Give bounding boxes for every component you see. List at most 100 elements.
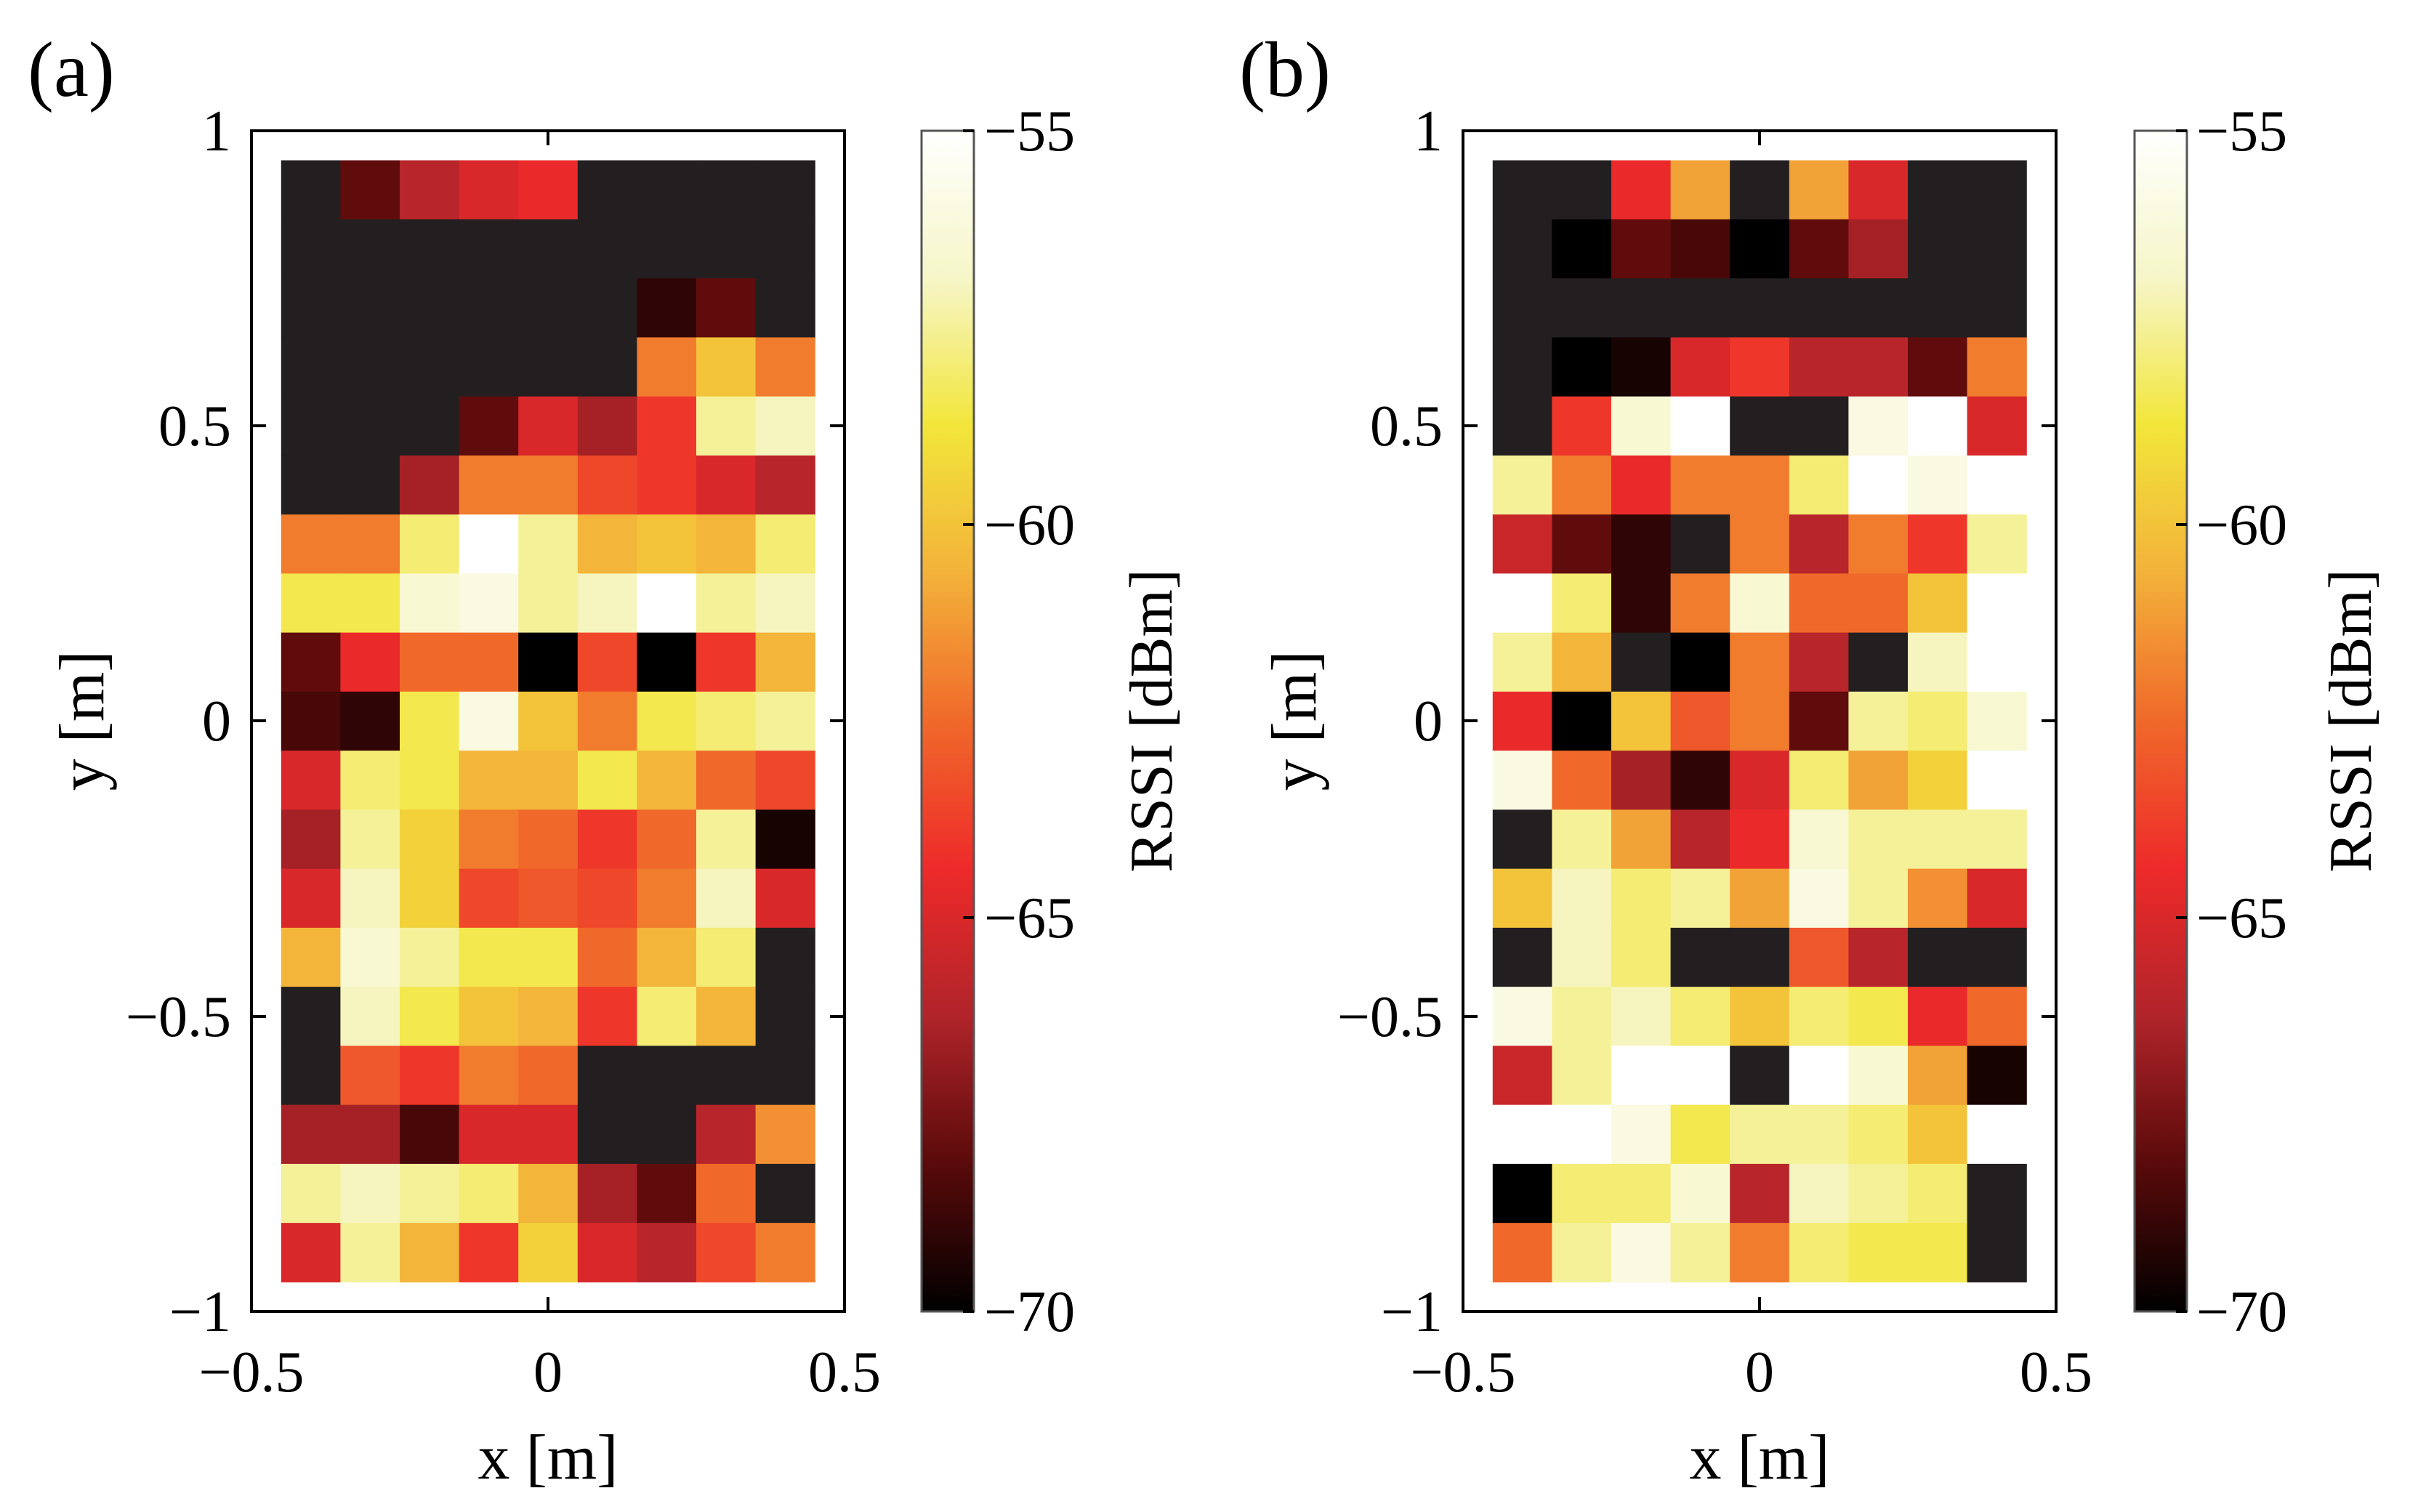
heatmap-cell (696, 927, 757, 987)
heatmap-cell (1848, 278, 1909, 338)
heatmap-cell (340, 868, 400, 929)
heatmap-cell (518, 337, 579, 397)
heatmap-cell (1967, 514, 2027, 574)
heatmap-cell (340, 278, 400, 338)
heatmap-cell (637, 1104, 697, 1165)
heatmap-cell (518, 1223, 579, 1282)
heatmap-cell (577, 987, 637, 1046)
heatmap-cell (1967, 337, 2027, 397)
heatmap-cell (400, 927, 460, 987)
heatmap-cell (755, 278, 815, 338)
heatmap-cell (1552, 573, 1612, 634)
heatmap-cell (1789, 1223, 1849, 1282)
heatmap-cell (1611, 337, 1672, 397)
colorbar-tick-label: −70 (984, 1280, 1075, 1344)
heatmap-cell (1789, 573, 1849, 634)
heatmap-cell (1492, 1163, 1552, 1224)
heatmap-cell (1552, 809, 1612, 870)
heatmap-cell (281, 219, 341, 279)
heatmap-cell (577, 809, 637, 870)
heatmap-cell (1670, 1104, 1730, 1165)
heatmap-cell (459, 396, 519, 456)
heatmap-cell (696, 337, 757, 397)
heatmap-cell (1552, 927, 1612, 987)
panel-b-colorbar-ticks (2176, 129, 2187, 1313)
heatmap-cell (637, 927, 697, 987)
panel-b-y-axis-label: y [m] (1260, 650, 1330, 791)
heatmap-cell (1611, 514, 1672, 574)
heatmap-cell (1492, 691, 1552, 751)
heatmap-cell (1967, 278, 2027, 338)
heatmap-cell (1670, 514, 1730, 574)
heatmap-cell (696, 691, 757, 751)
heatmap-cell (1552, 514, 1612, 574)
heatmap-cell (1789, 219, 1849, 279)
panel-a-x-ticks (250, 131, 846, 1311)
heatmap-cell (577, 160, 637, 220)
heatmap-cell (1908, 868, 1968, 929)
heatmap-cell (1611, 1163, 1672, 1224)
heatmap-cell (281, 514, 341, 574)
heatmap-cell (577, 632, 637, 692)
heatmap-cell (577, 1046, 637, 1106)
heatmap-cell (459, 337, 519, 397)
heatmap-cell (281, 573, 341, 634)
heatmap-cell (755, 514, 815, 574)
heatmap-cell (340, 455, 400, 515)
heatmap-cell (1552, 987, 1612, 1046)
heatmap-cell (1848, 160, 1909, 220)
heatmap-cell (1789, 691, 1849, 751)
heatmap-cell (755, 396, 815, 456)
heatmap-cell (281, 632, 341, 692)
panel-b-x-ticks (1462, 131, 2058, 1311)
heatmap-cell (459, 809, 519, 870)
heatmap-cell (518, 632, 579, 692)
heatmap-cell (755, 632, 815, 692)
heatmap-cell (1670, 337, 1730, 397)
heatmap-cell (1789, 514, 1849, 574)
heatmap-cell (1611, 573, 1672, 634)
heatmap-cell (400, 219, 460, 279)
heatmap-cell (1552, 160, 1612, 220)
heatmap-cell (1730, 987, 1790, 1046)
heatmap-cell (1967, 868, 2027, 929)
heatmap-cell (1848, 514, 1909, 574)
heatmap-cell (696, 987, 757, 1046)
heatmap-cell (1730, 514, 1790, 574)
heatmap-cell (696, 573, 757, 634)
heatmap-cell (1611, 160, 1672, 220)
heatmap-cell (281, 691, 341, 751)
x-tick-label: 0 (1745, 1341, 1774, 1404)
heatmap-cell (340, 573, 400, 634)
heatmap-cell (755, 1223, 815, 1282)
heatmap-cell (518, 987, 579, 1046)
heatmap-cell (340, 691, 400, 751)
heatmap-cell (1611, 278, 1672, 338)
heatmap-cell (1789, 455, 1849, 515)
heatmap-cell (1730, 868, 1790, 929)
heatmap-cell (1848, 751, 1909, 810)
heatmap-cell (1789, 1163, 1849, 1224)
heatmap-cell (755, 987, 815, 1046)
heatmap-cell (637, 632, 697, 692)
heatmap-cell (755, 1163, 815, 1224)
heatmap-cell (459, 1163, 519, 1224)
panel-a-y-tick-labels: −1 −0.5 0 0.5 1 (126, 100, 231, 1344)
heatmap-cell (1670, 455, 1730, 515)
heatmap-cell (1670, 632, 1730, 692)
heatmap-cell (459, 1223, 519, 1282)
heatmap-cell (459, 632, 519, 692)
heatmap-cell (1670, 1223, 1730, 1282)
heatmap-cell (1967, 1163, 2027, 1224)
heatmap-cell (1848, 868, 1909, 929)
panel-a-y-axis-label: y [m] (47, 650, 118, 791)
heatmap-cell (1492, 927, 1552, 987)
heatmap-cell (1730, 1223, 1790, 1282)
heatmap-cell (518, 1163, 579, 1224)
panel-b-label: (b) (1239, 27, 1331, 113)
heatmap-cell (1789, 868, 1849, 929)
heatmap-cell (1848, 396, 1909, 456)
heatmap-b (1492, 160, 2027, 1282)
heatmap-cell (1730, 337, 1790, 397)
heatmap-cell (1908, 691, 1968, 751)
